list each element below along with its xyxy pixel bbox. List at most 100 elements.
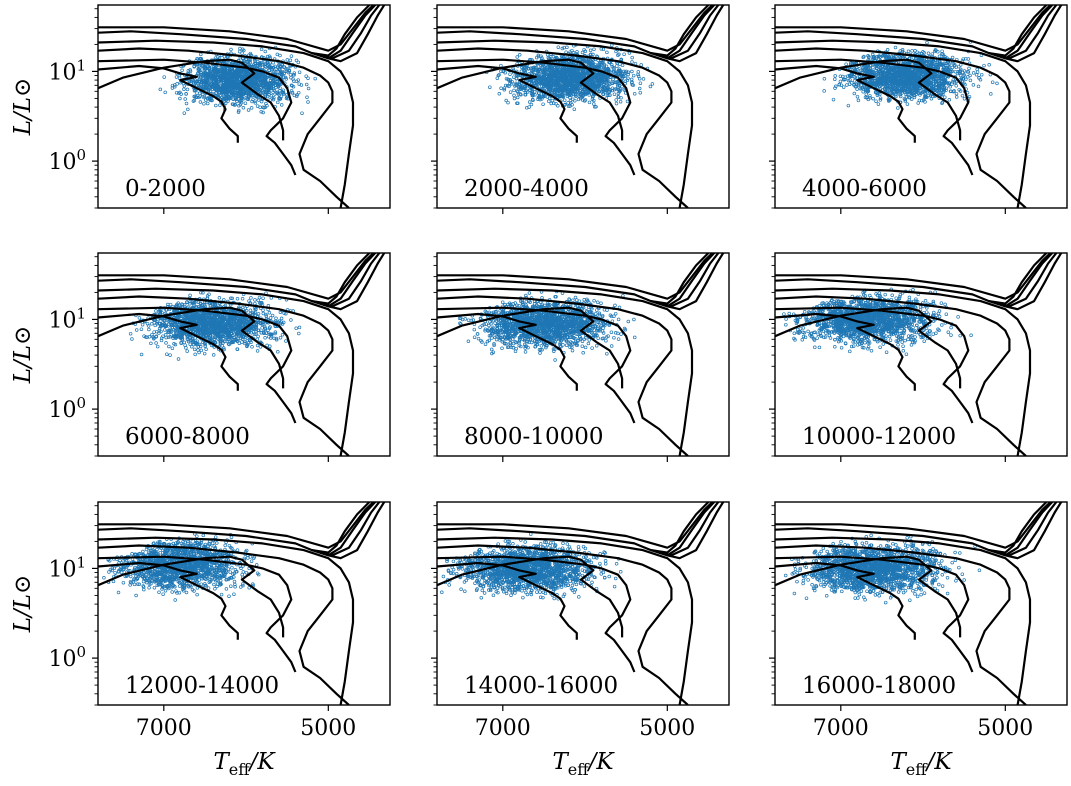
data-point [243, 101, 248, 105]
data-point [508, 72, 512, 76]
data-point [962, 69, 967, 73]
y-tick-label: 100 [48, 146, 86, 175]
data-point [559, 81, 563, 86]
data-point [943, 95, 947, 99]
isochrone-track-2 [98, 64, 239, 143]
data-point [846, 78, 851, 83]
data-point [564, 50, 568, 54]
data-point [287, 68, 292, 73]
data-point [913, 86, 918, 90]
data-point [256, 59, 260, 64]
data-point [875, 85, 880, 89]
data-point [246, 97, 250, 102]
data-point [886, 82, 891, 86]
data-point [841, 77, 846, 82]
data-point [239, 86, 243, 90]
data-point [237, 108, 241, 113]
data-point [199, 75, 203, 80]
data-point [541, 85, 546, 89]
data-point [618, 99, 623, 104]
data-point [979, 72, 984, 77]
data-point [546, 77, 550, 81]
data-point [202, 95, 206, 100]
data-point [222, 94, 227, 99]
data-point [894, 92, 898, 96]
data-point [263, 75, 268, 79]
data-point [237, 104, 241, 108]
data-point [234, 95, 239, 99]
data-point [579, 95, 583, 99]
data-point [976, 84, 981, 89]
data-point [880, 54, 885, 58]
data-point [527, 105, 531, 109]
data-point [272, 70, 276, 74]
data-point [235, 67, 239, 72]
data-point [622, 74, 626, 79]
data-point [909, 97, 914, 101]
data-point [868, 81, 872, 85]
data-point [584, 71, 589, 75]
data-point [922, 96, 927, 100]
data-point [902, 96, 907, 101]
data-point [197, 67, 201, 71]
data-point [886, 72, 890, 76]
data-point [583, 89, 588, 93]
data-point [923, 94, 927, 98]
data-point [853, 84, 858, 89]
data-point [269, 65, 274, 70]
data-point [306, 100, 310, 104]
data-point [245, 89, 249, 94]
data-point [515, 95, 520, 100]
data-point [544, 82, 548, 86]
isochrone-track-7 [437, 5, 714, 52]
data-point [198, 56, 203, 61]
data-point [862, 54, 866, 59]
data-point [562, 80, 566, 84]
data-point [923, 100, 927, 104]
data-point [616, 53, 620, 58]
data-point [259, 81, 263, 85]
data-point [987, 63, 991, 67]
data-point [204, 85, 208, 90]
data-point [229, 47, 233, 52]
data-point [616, 81, 621, 86]
data-point [247, 80, 251, 85]
data-point [289, 54, 294, 58]
data-point [626, 70, 631, 75]
data-point [572, 84, 576, 89]
data-point [580, 50, 585, 55]
data-point [954, 84, 958, 88]
data-point [937, 54, 942, 59]
data-point [865, 96, 869, 100]
data-point [909, 73, 913, 77]
data-point [230, 72, 235, 76]
data-point [948, 85, 952, 89]
data-point [204, 76, 209, 80]
data-point [245, 81, 250, 85]
data-point [924, 60, 929, 64]
data-point [547, 96, 552, 100]
data-point [182, 84, 187, 88]
data-point [845, 83, 849, 87]
data-point [571, 90, 575, 94]
data-point [537, 76, 542, 81]
data-point [544, 77, 549, 82]
data-point [920, 70, 925, 75]
data-point [519, 69, 524, 74]
data-point [586, 60, 590, 64]
data-point [848, 74, 852, 78]
data-point [604, 78, 609, 82]
data-point [230, 102, 235, 106]
data-point [562, 66, 567, 70]
data-point [581, 94, 585, 99]
data-point [947, 62, 952, 66]
data-point [246, 81, 250, 86]
data-point [604, 64, 609, 69]
data-point [281, 88, 286, 92]
data-point [892, 71, 897, 75]
data-point [874, 66, 879, 71]
data-point [894, 80, 899, 85]
data-point [636, 74, 641, 78]
data-point [562, 98, 567, 102]
data-point [934, 86, 938, 90]
